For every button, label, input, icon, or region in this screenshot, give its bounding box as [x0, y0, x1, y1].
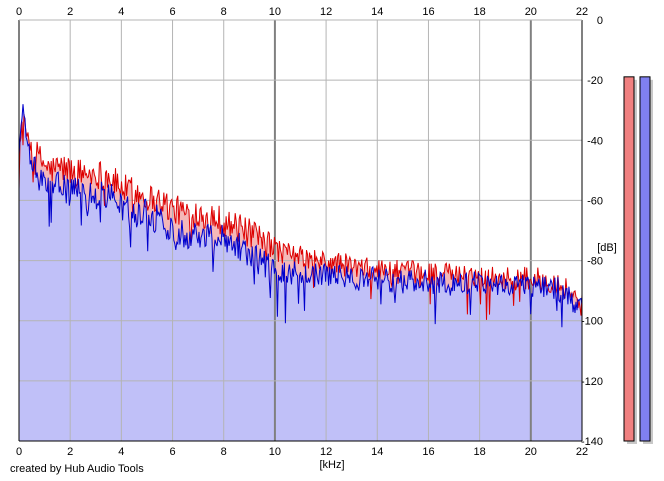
x-tick-label-bottom: 8	[221, 446, 227, 458]
y-tick-label: -120	[581, 376, 603, 388]
x-tick-label-bottom: 22	[576, 446, 588, 458]
x-tick-label-bottom: 20	[525, 446, 537, 458]
x-tick-label-top: 4	[118, 6, 124, 18]
series-1-line	[18, 114, 583, 320]
x-tick-label-bottom: 14	[371, 446, 383, 458]
x-tick-label-top: 22	[576, 6, 588, 18]
x-tick-label-top: 14	[371, 6, 383, 18]
x-tick-label-top: 18	[474, 6, 486, 18]
x-tick-label-top: 8	[221, 6, 227, 18]
x-tick-label-top: 16	[422, 6, 434, 18]
y-tick-label: 0	[597, 15, 603, 27]
x-tick-label-top: 12	[320, 6, 332, 18]
series-2-line	[18, 104, 583, 328]
x-tick-label-top: 0	[16, 6, 22, 18]
y-axis-label: [dB]	[597, 242, 617, 254]
credit-text: created by Hub Audio Tools	[10, 463, 144, 475]
x-tick-label-bottom: 10	[269, 446, 281, 458]
x-tick-label-bottom: 2	[67, 446, 73, 458]
x-tick-label-bottom: 12	[320, 446, 332, 458]
x-tick-label-top: 2	[67, 6, 73, 18]
x-tick-label-bottom: 0	[16, 446, 22, 458]
x-tick-label-top: 10	[269, 6, 281, 18]
x-axis-label: [kHz]	[319, 459, 344, 471]
meter-2-bar	[639, 76, 651, 442]
x-tick-label-bottom: 18	[474, 446, 486, 458]
x-tick-label-top: 6	[169, 6, 175, 18]
y-tick-label: -40	[587, 135, 603, 147]
x-tick-label-bottom: 4	[118, 446, 124, 458]
x-tick-label-bottom: 6	[169, 446, 175, 458]
meter-1-bar	[623, 76, 635, 442]
y-tick-label: -100	[581, 316, 603, 328]
y-tick-label: -20	[587, 75, 603, 87]
x-tick-label-bottom: 16	[422, 446, 434, 458]
y-tick-label: -60	[587, 195, 603, 207]
y-tick-label: -80	[587, 256, 603, 268]
y-tick-label: -140	[581, 436, 603, 448]
x-tick-label-top: 20	[525, 6, 537, 18]
